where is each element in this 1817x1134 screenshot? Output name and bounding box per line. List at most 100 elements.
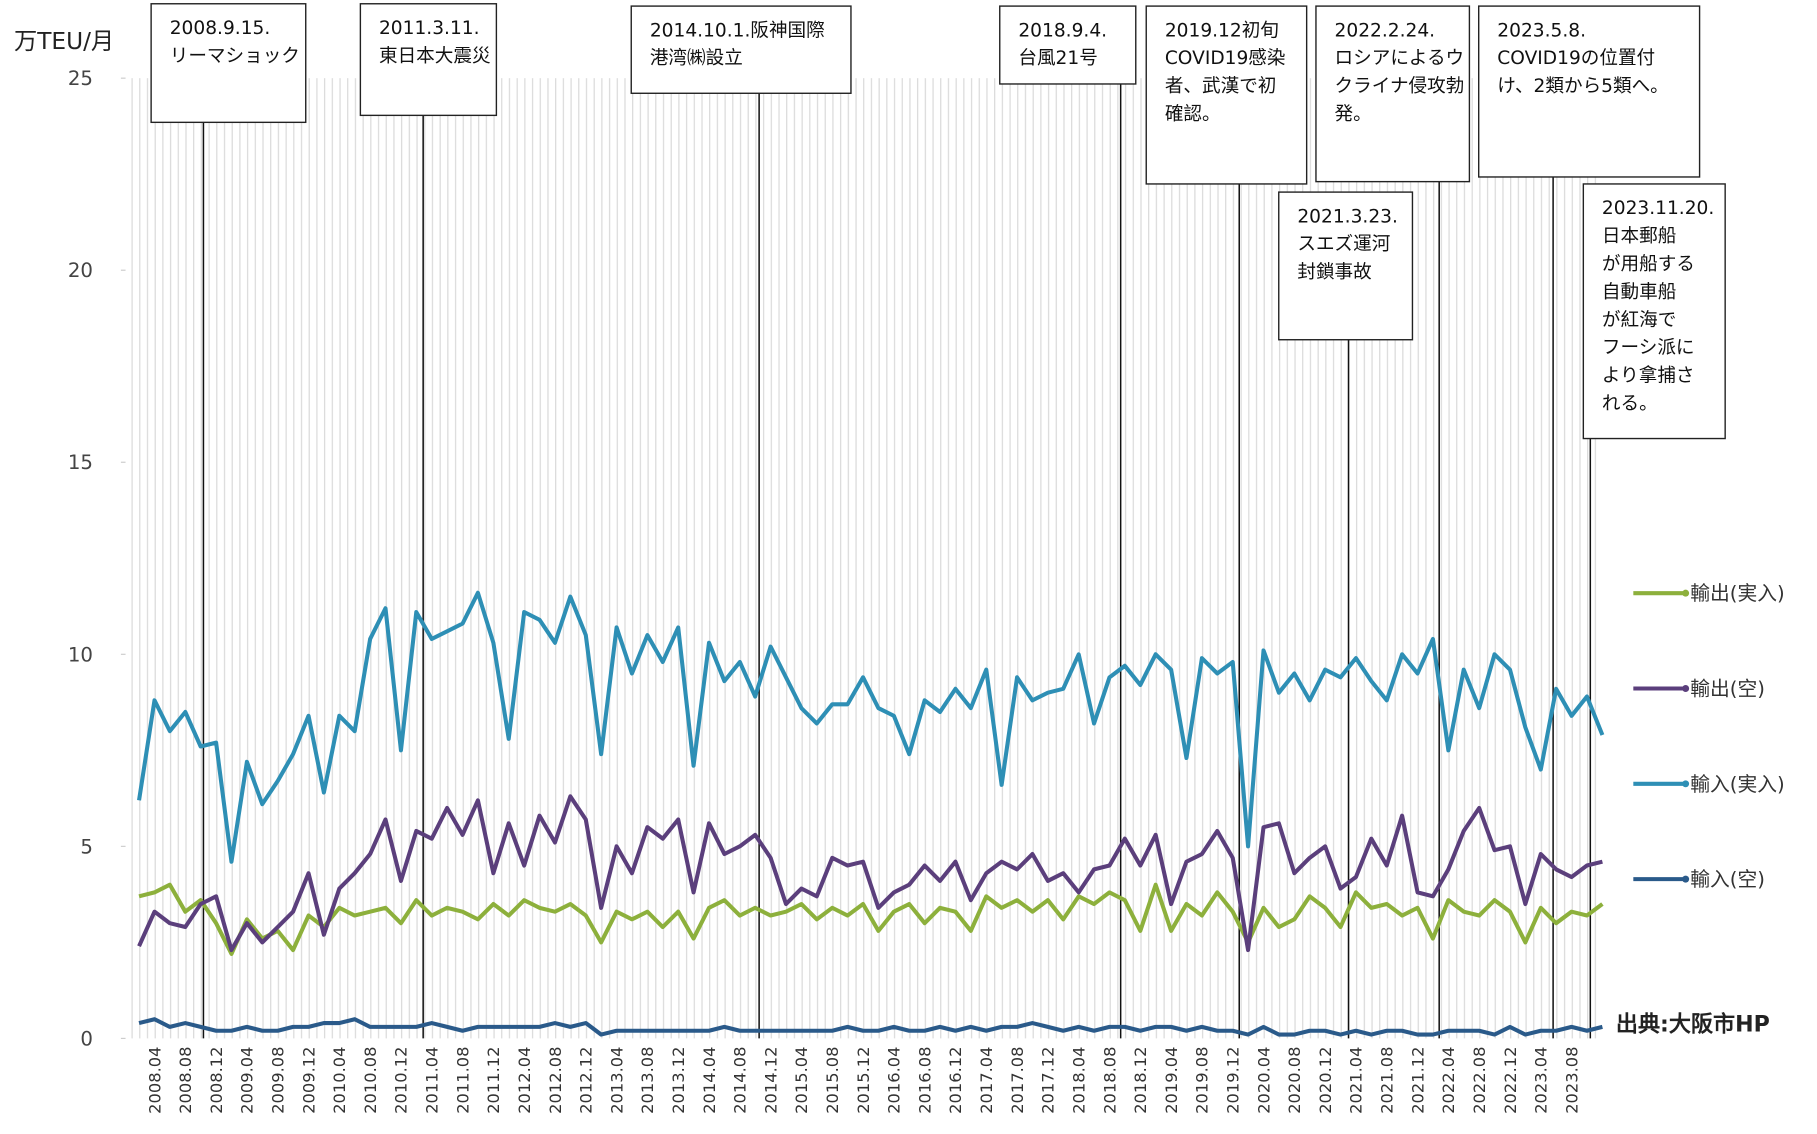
x-tick-label: 2016.04: [885, 1047, 904, 1114]
annotation-text: 2014.10.1.阪神国際: [650, 20, 825, 41]
annotation-text: 台風21号: [1018, 48, 1097, 69]
x-tick-label: 2019.08: [1193, 1047, 1212, 1114]
series-line: [138, 1017, 1603, 1037]
x-tick-label: 2008.04: [145, 1047, 164, 1114]
legend-label: 輸出(実入): [1690, 582, 1784, 605]
legend-swatch-dot: [1682, 589, 1690, 597]
x-tick-label: 2020.12: [1316, 1047, 1335, 1114]
annotation-text: 自動車船: [1602, 282, 1676, 303]
annotation-text: 2008.9.15.: [170, 18, 271, 39]
x-tick-label: 2015.08: [823, 1047, 842, 1114]
y-tick-label: 5: [80, 835, 93, 858]
annotation-text: 者、武漢で初: [1165, 76, 1277, 97]
annotation-text: ロシアによるウ: [1335, 48, 1465, 69]
annotation-box: [999, 5, 1137, 85]
series-line: [137, 794, 1603, 953]
x-tick-label: 2012.08: [546, 1047, 565, 1114]
x-tick-label: 2009.08: [269, 1047, 288, 1114]
legend-swatch-dot: [1682, 780, 1690, 788]
x-tick-label: 2013.08: [638, 1047, 657, 1114]
annotation-box: [1278, 191, 1414, 341]
x-tick-label: 2010.04: [330, 1047, 349, 1114]
x-tick-label: 2020.04: [1254, 1047, 1273, 1114]
legend-swatch-dot: [1682, 684, 1690, 692]
annotation-text: 封鎖事故: [1297, 262, 1371, 283]
series-line: [138, 882, 1604, 956]
x-tick-label: 2017.12: [1039, 1047, 1058, 1114]
legend-swatch-dot: [1682, 875, 1690, 883]
y-tick-label: 15: [68, 451, 93, 474]
x-tick-label: 2013.04: [607, 1047, 626, 1114]
annotation-text: れる。: [1602, 393, 1658, 414]
y-tick-label: 10: [68, 643, 93, 666]
annotation-box: [150, 3, 307, 124]
x-tick-label: 2022.08: [1470, 1047, 1489, 1114]
annotation-box: [1478, 5, 1701, 178]
annotation-box: [359, 3, 498, 117]
x-tick-label: 2008.08: [176, 1047, 195, 1114]
annotation-text: 発。: [1335, 104, 1372, 125]
x-tick-label: 2014.12: [761, 1047, 780, 1114]
x-tick-label: 2023.04: [1532, 1047, 1551, 1114]
annotation-text: 確認。: [1165, 104, 1221, 125]
x-tick-label: 2017.08: [1008, 1047, 1027, 1114]
x-tick-label: 2011.04: [423, 1047, 442, 1114]
x-tick-label: 2016.08: [915, 1047, 934, 1114]
annotation-text: け、2類から5類へ。: [1497, 76, 1668, 97]
annotation-text: より拿捕さ: [1602, 365, 1695, 387]
annotation-text: 2023.5.8.: [1497, 20, 1586, 41]
x-tick-label: 2023.08: [1562, 1047, 1581, 1114]
annotation-text: スエズ運河: [1297, 234, 1390, 255]
annotation-box: [630, 5, 852, 94]
x-tick-label: 2012.04: [515, 1047, 534, 1114]
x-tick-label: 2009.12: [299, 1047, 318, 1114]
x-tick-label: 2012.12: [577, 1047, 596, 1114]
annotation-text: 2021.3.23.: [1297, 206, 1398, 227]
x-tick-label: 2020.08: [1285, 1047, 1304, 1114]
annotation-text: 2022.2.24.: [1335, 20, 1436, 41]
annotation-text: 日本郵船: [1602, 226, 1676, 247]
annotation-text: COVID19の位置付: [1497, 48, 1655, 69]
x-tick-label: 2014.04: [700, 1047, 719, 1114]
x-tick-label: 2018.08: [1100, 1047, 1119, 1114]
annotation-text: が紅海で: [1602, 310, 1676, 331]
annotation-text: リーマショック: [170, 46, 300, 67]
x-tick-label: 2015.12: [854, 1047, 873, 1114]
annotation-text: クライナ侵攻勃: [1335, 76, 1465, 97]
annotation-text: 2018.9.4.: [1018, 20, 1107, 41]
legend-label: 輸入(空): [1690, 868, 1765, 891]
x-tick-label: 2009.04: [238, 1047, 257, 1114]
annotation-text: 2011.3.11.: [379, 18, 480, 39]
annotation-text: フーシ派に: [1602, 338, 1695, 359]
legend-label: 輸入(実入): [1690, 773, 1784, 796]
x-tick-label: 2019.04: [1162, 1047, 1181, 1114]
x-tick-label: 2008.12: [207, 1047, 226, 1114]
x-tick-label: 2010.08: [361, 1047, 380, 1114]
x-tick-label: 2014.08: [731, 1047, 750, 1114]
x-tick-label: 2021.08: [1378, 1047, 1397, 1114]
source: 出典:大阪市HP: [1616, 1011, 1770, 1037]
x-tick-label: 2016.12: [946, 1047, 965, 1114]
annotation-text: 港湾㈱設立: [650, 48, 743, 69]
x-tick-label: 2021.04: [1347, 1047, 1366, 1114]
annotation-text: 2023.11.20.: [1602, 198, 1714, 219]
x-tick-label: 2010.12: [392, 1047, 411, 1114]
x-tick-label: 2018.04: [1069, 1047, 1088, 1114]
x-tick-label: 2022.04: [1439, 1047, 1458, 1114]
x-tick-label: 2011.12: [484, 1047, 503, 1114]
legend-label: 輸出(空): [1690, 677, 1765, 700]
x-tick-label: 2018.12: [1131, 1047, 1150, 1114]
annotation-text: 2019.12初旬: [1165, 20, 1279, 41]
series-line: [137, 590, 1605, 864]
y-tick-label: 0: [80, 1027, 93, 1050]
annotation-box: [1582, 183, 1726, 440]
y-axis-label: 万TEU/月: [14, 28, 114, 55]
y-tick-label: 25: [68, 67, 93, 90]
x-tick-label: 2017.04: [977, 1047, 996, 1114]
annotation-box: [1145, 5, 1308, 185]
annotation-box: [1315, 5, 1471, 183]
x-tick-label: 2022.12: [1501, 1047, 1520, 1114]
annotation-text: が用船する: [1602, 254, 1695, 275]
y-tick-label: 20: [68, 259, 93, 282]
